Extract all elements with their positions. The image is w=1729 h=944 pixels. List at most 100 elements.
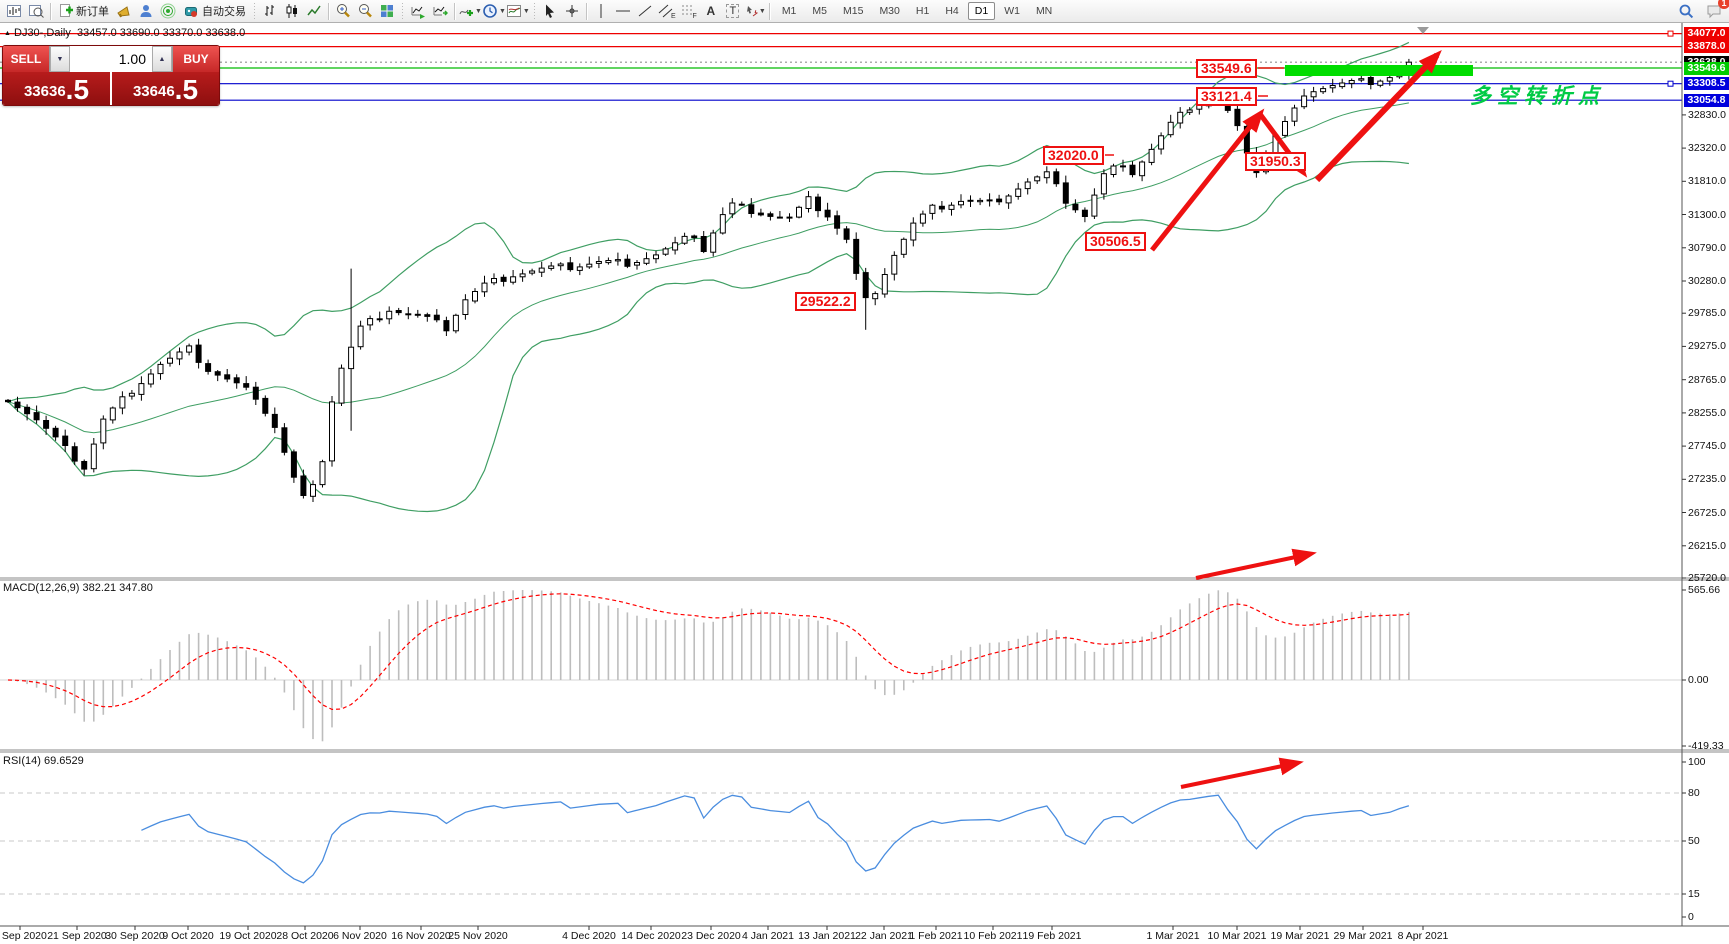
bar-chart-icon[interactable]: [259, 1, 281, 21]
text-label-icon[interactable]: T: [722, 1, 744, 21]
search-icon[interactable]: [1675, 1, 1697, 21]
price-axis-label: 28255.0: [1688, 407, 1726, 419]
bollinger-bands: [7, 41, 1410, 513]
price-axis-label: 32830.0: [1688, 109, 1726, 121]
fibonacci-icon[interactable]: F: [678, 1, 700, 21]
date-axis-label: 19 Oct 2020: [219, 930, 277, 942]
date-axis-label: 29 Mar 2021: [1333, 930, 1393, 942]
cursor-icon[interactable]: [539, 1, 561, 21]
price-line-label: 33054.8: [1684, 94, 1729, 107]
chart-shift-icon[interactable]: [429, 1, 451, 21]
periods-icon[interactable]: ▼: [482, 1, 506, 21]
rsi-axis-label: 100: [1688, 756, 1706, 768]
price-callout[interactable]: 32020.0: [1043, 146, 1104, 165]
templates-icon[interactable]: ▼: [506, 1, 530, 21]
chart-shift-marker[interactable]: [1417, 27, 1429, 34]
trend-arrow[interactable]: [1314, 49, 1442, 183]
date-axis-label: 8 Apr 2021: [1397, 930, 1449, 942]
new-order-button[interactable]: 新订单: [54, 1, 113, 21]
price-line-label: 33549.6: [1684, 62, 1729, 75]
equidistant-channel-icon[interactable]: E: [656, 1, 678, 21]
zoom-out-icon[interactable]: [354, 1, 376, 21]
trend-arrow[interactable]: [1150, 108, 1265, 252]
date-axis-label: 10 Feb 2021: [963, 930, 1023, 942]
sell-price-fraction: .5: [65, 74, 90, 105]
turning-point-annotation[interactable]: 多空转折点: [1470, 85, 1605, 108]
date-axis-label: 30 Sep 2020: [105, 930, 165, 942]
price-axis-label: 30790.0: [1688, 242, 1726, 254]
timeframe-m15[interactable]: M15: [843, 5, 864, 17]
signals-icon[interactable]: [157, 1, 179, 21]
date-axis-label: 1 Feb 2021: [909, 930, 963, 942]
timeframe-h1[interactable]: H1: [915, 5, 930, 17]
timeframe-mn[interactable]: MN: [1035, 5, 1053, 17]
price-callout[interactable]: 29522.2: [795, 292, 856, 311]
price-callout[interactable]: 31950.3: [1245, 152, 1306, 171]
arrows-tool-icon[interactable]: ▼: [744, 1, 766, 21]
zoom-in-icon[interactable]: [332, 1, 354, 21]
new-chart-icon[interactable]: [3, 1, 25, 21]
trend-arrow[interactable]: [1180, 757, 1304, 789]
timeframe-m30[interactable]: M30: [879, 5, 900, 17]
date-axis-label: 13 Jan 2021: [798, 930, 856, 942]
green-highlight-bar[interactable]: [1285, 65, 1473, 76]
timeframe-m5[interactable]: M5: [812, 5, 827, 17]
price-line-label: 33878.0: [1684, 40, 1729, 53]
timeframe-h4[interactable]: H4: [945, 5, 959, 17]
price-callout[interactable]: 33549.6: [1196, 59, 1257, 78]
chat-icon[interactable]: 1: [1703, 0, 1729, 21]
text-tool-icon[interactable]: A: [700, 1, 722, 21]
buy-price[interactable]: 33646 .5: [112, 72, 219, 105]
timeframe-m1[interactable]: M1: [781, 5, 797, 17]
macd-axis-label: 565.66: [1688, 584, 1721, 596]
horizontal-line-icon[interactable]: [612, 1, 634, 21]
rsi-axis-label: 50: [1688, 835, 1700, 847]
dropdown-arrow-icon: ▼: [758, 7, 766, 15]
price-line-label: 34077.0: [1684, 27, 1729, 40]
price-axis-label: 31300.0: [1688, 209, 1726, 221]
indicators-icon[interactable]: ▼: [458, 1, 482, 21]
toolbar: 新订单 自动交易 ▼ ▼ ▼ E F A T ▼: [0, 0, 1729, 23]
svg-text:E: E: [671, 13, 676, 19]
sell-price[interactable]: 33636 .5: [3, 72, 110, 105]
trendline-icon[interactable]: [634, 1, 656, 21]
buy-price-fraction: .5: [174, 74, 199, 105]
price-callout[interactable]: 33121.4: [1196, 87, 1257, 106]
price-line-label: 33308.5: [1684, 77, 1729, 90]
volume-increase-button[interactable]: ▲: [152, 46, 172, 72]
toolbar-grip: [531, 3, 537, 19]
date-axis-label: 23 Dec 2020: [681, 930, 741, 942]
buy-button[interactable]: BUY: [173, 46, 219, 72]
date-axis-label: 19 Mar 2021: [1270, 930, 1330, 942]
candlestick-icon[interactable]: [281, 1, 303, 21]
volume-decrease-button[interactable]: ▼: [50, 46, 70, 72]
date-axis-label: 22 Jan 2021: [855, 930, 913, 942]
timeframe-w1[interactable]: W1: [1004, 5, 1020, 17]
date-axis-label: 1 Sep 2020: [0, 930, 47, 942]
timeframe-group: M1 M5 M15 M30 H1 H4 D1 W1 MN: [775, 2, 1059, 20]
rsi-line: [141, 794, 1410, 884]
toolbar-grip: [252, 3, 257, 19]
chart-profiles-icon[interactable]: [25, 1, 47, 21]
line-handle[interactable]: [1667, 30, 1674, 37]
date-axis-label: 14 Dec 2020: [621, 930, 681, 942]
crosshair-icon[interactable]: [561, 1, 583, 21]
volume-control: ▼ 1.00 ▲: [49, 46, 173, 72]
trend-arrow[interactable]: [1195, 548, 1317, 580]
vertical-line-icon[interactable]: [590, 1, 612, 21]
sell-button[interactable]: SELL: [3, 46, 49, 72]
megaphone-icon[interactable]: [113, 1, 135, 21]
tile-windows-icon[interactable]: [376, 1, 398, 21]
price-callout[interactable]: 30506.5: [1085, 232, 1146, 251]
autotrading-label: 自动交易: [202, 6, 246, 18]
terminal-user-icon[interactable]: [135, 1, 157, 21]
line-handle[interactable]: [1667, 80, 1674, 87]
macd-histogram: [16, 590, 1410, 742]
volume-input[interactable]: 1.00: [118, 51, 146, 67]
auto-scroll-icon[interactable]: [407, 1, 429, 21]
timeframe-d1[interactable]: D1: [967, 2, 996, 20]
line-chart-icon[interactable]: [303, 1, 325, 21]
autotrading-button[interactable]: 自动交易: [179, 1, 250, 21]
